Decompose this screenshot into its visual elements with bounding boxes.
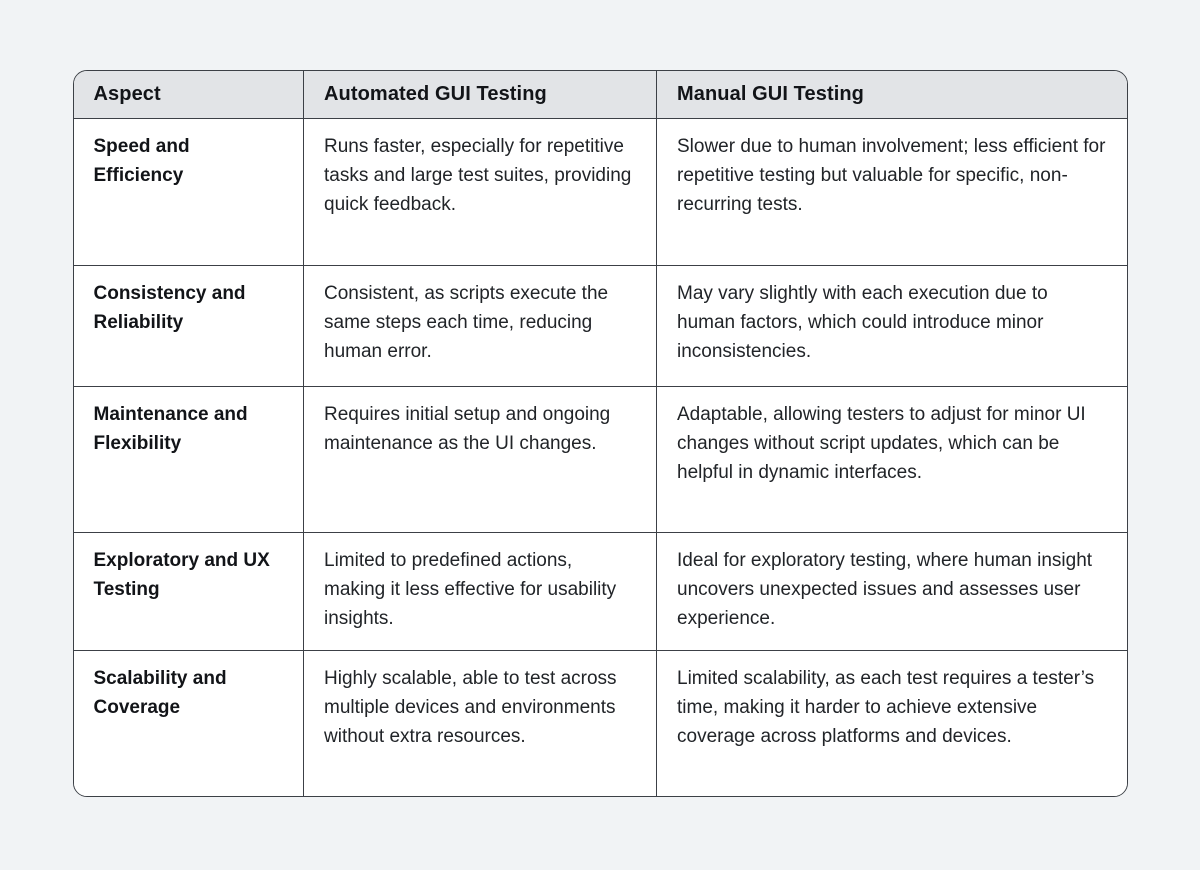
table-row: Exploratory and UX Testing Limited to pr… — [73, 532, 1127, 651]
column-header-automated-gui-testing: Automated GUI Testing — [303, 71, 657, 119]
column-header-aspect: Aspect — [73, 71, 304, 119]
comparison-table-card: Aspect Automated GUI Testing Manual GUI … — [72, 70, 1128, 797]
aspect-cell: Consistency and Reliability — [73, 265, 304, 387]
manual-cell: Adaptable, allowing testers to adjust fo… — [656, 386, 1127, 533]
automated-cell: Limited to predefined actions, making it… — [303, 532, 657, 651]
manual-cell: May vary slightly with each execution du… — [656, 265, 1127, 387]
column-header-manual-gui-testing: Manual GUI Testing — [656, 71, 1127, 119]
aspect-cell: Exploratory and UX Testing — [73, 532, 304, 651]
aspect-cell: Maintenance and Flexibility — [73, 386, 304, 533]
automated-cell: Consistent, as scripts execute the same … — [303, 265, 657, 387]
aspect-cell: Speed and Efficiency — [73, 118, 304, 266]
table-header-row: Aspect Automated GUI Testing Manual GUI … — [73, 71, 1127, 119]
manual-cell: Limited scalability, as each test requir… — [656, 650, 1127, 796]
automated-cell: Requires initial setup and ongoing maint… — [303, 386, 657, 533]
table-row: Maintenance and Flexibility Requires ini… — [73, 386, 1127, 533]
table-row: Scalability and Coverage Highly scalable… — [73, 650, 1127, 796]
table-row: Speed and Efficiency Runs faster, especi… — [73, 118, 1127, 266]
manual-cell: Slower due to human involvement; less ef… — [656, 118, 1127, 266]
aspect-cell: Scalability and Coverage — [73, 650, 304, 796]
automated-cell: Runs faster, especially for repetitive t… — [303, 118, 657, 266]
gui-testing-comparison-table: Aspect Automated GUI Testing Manual GUI … — [73, 71, 1127, 796]
automated-cell: Highly scalable, able to test across mul… — [303, 650, 657, 796]
table-row: Consistency and Reliability Consistent, … — [73, 265, 1127, 387]
manual-cell: Ideal for exploratory testing, where hum… — [656, 532, 1127, 651]
